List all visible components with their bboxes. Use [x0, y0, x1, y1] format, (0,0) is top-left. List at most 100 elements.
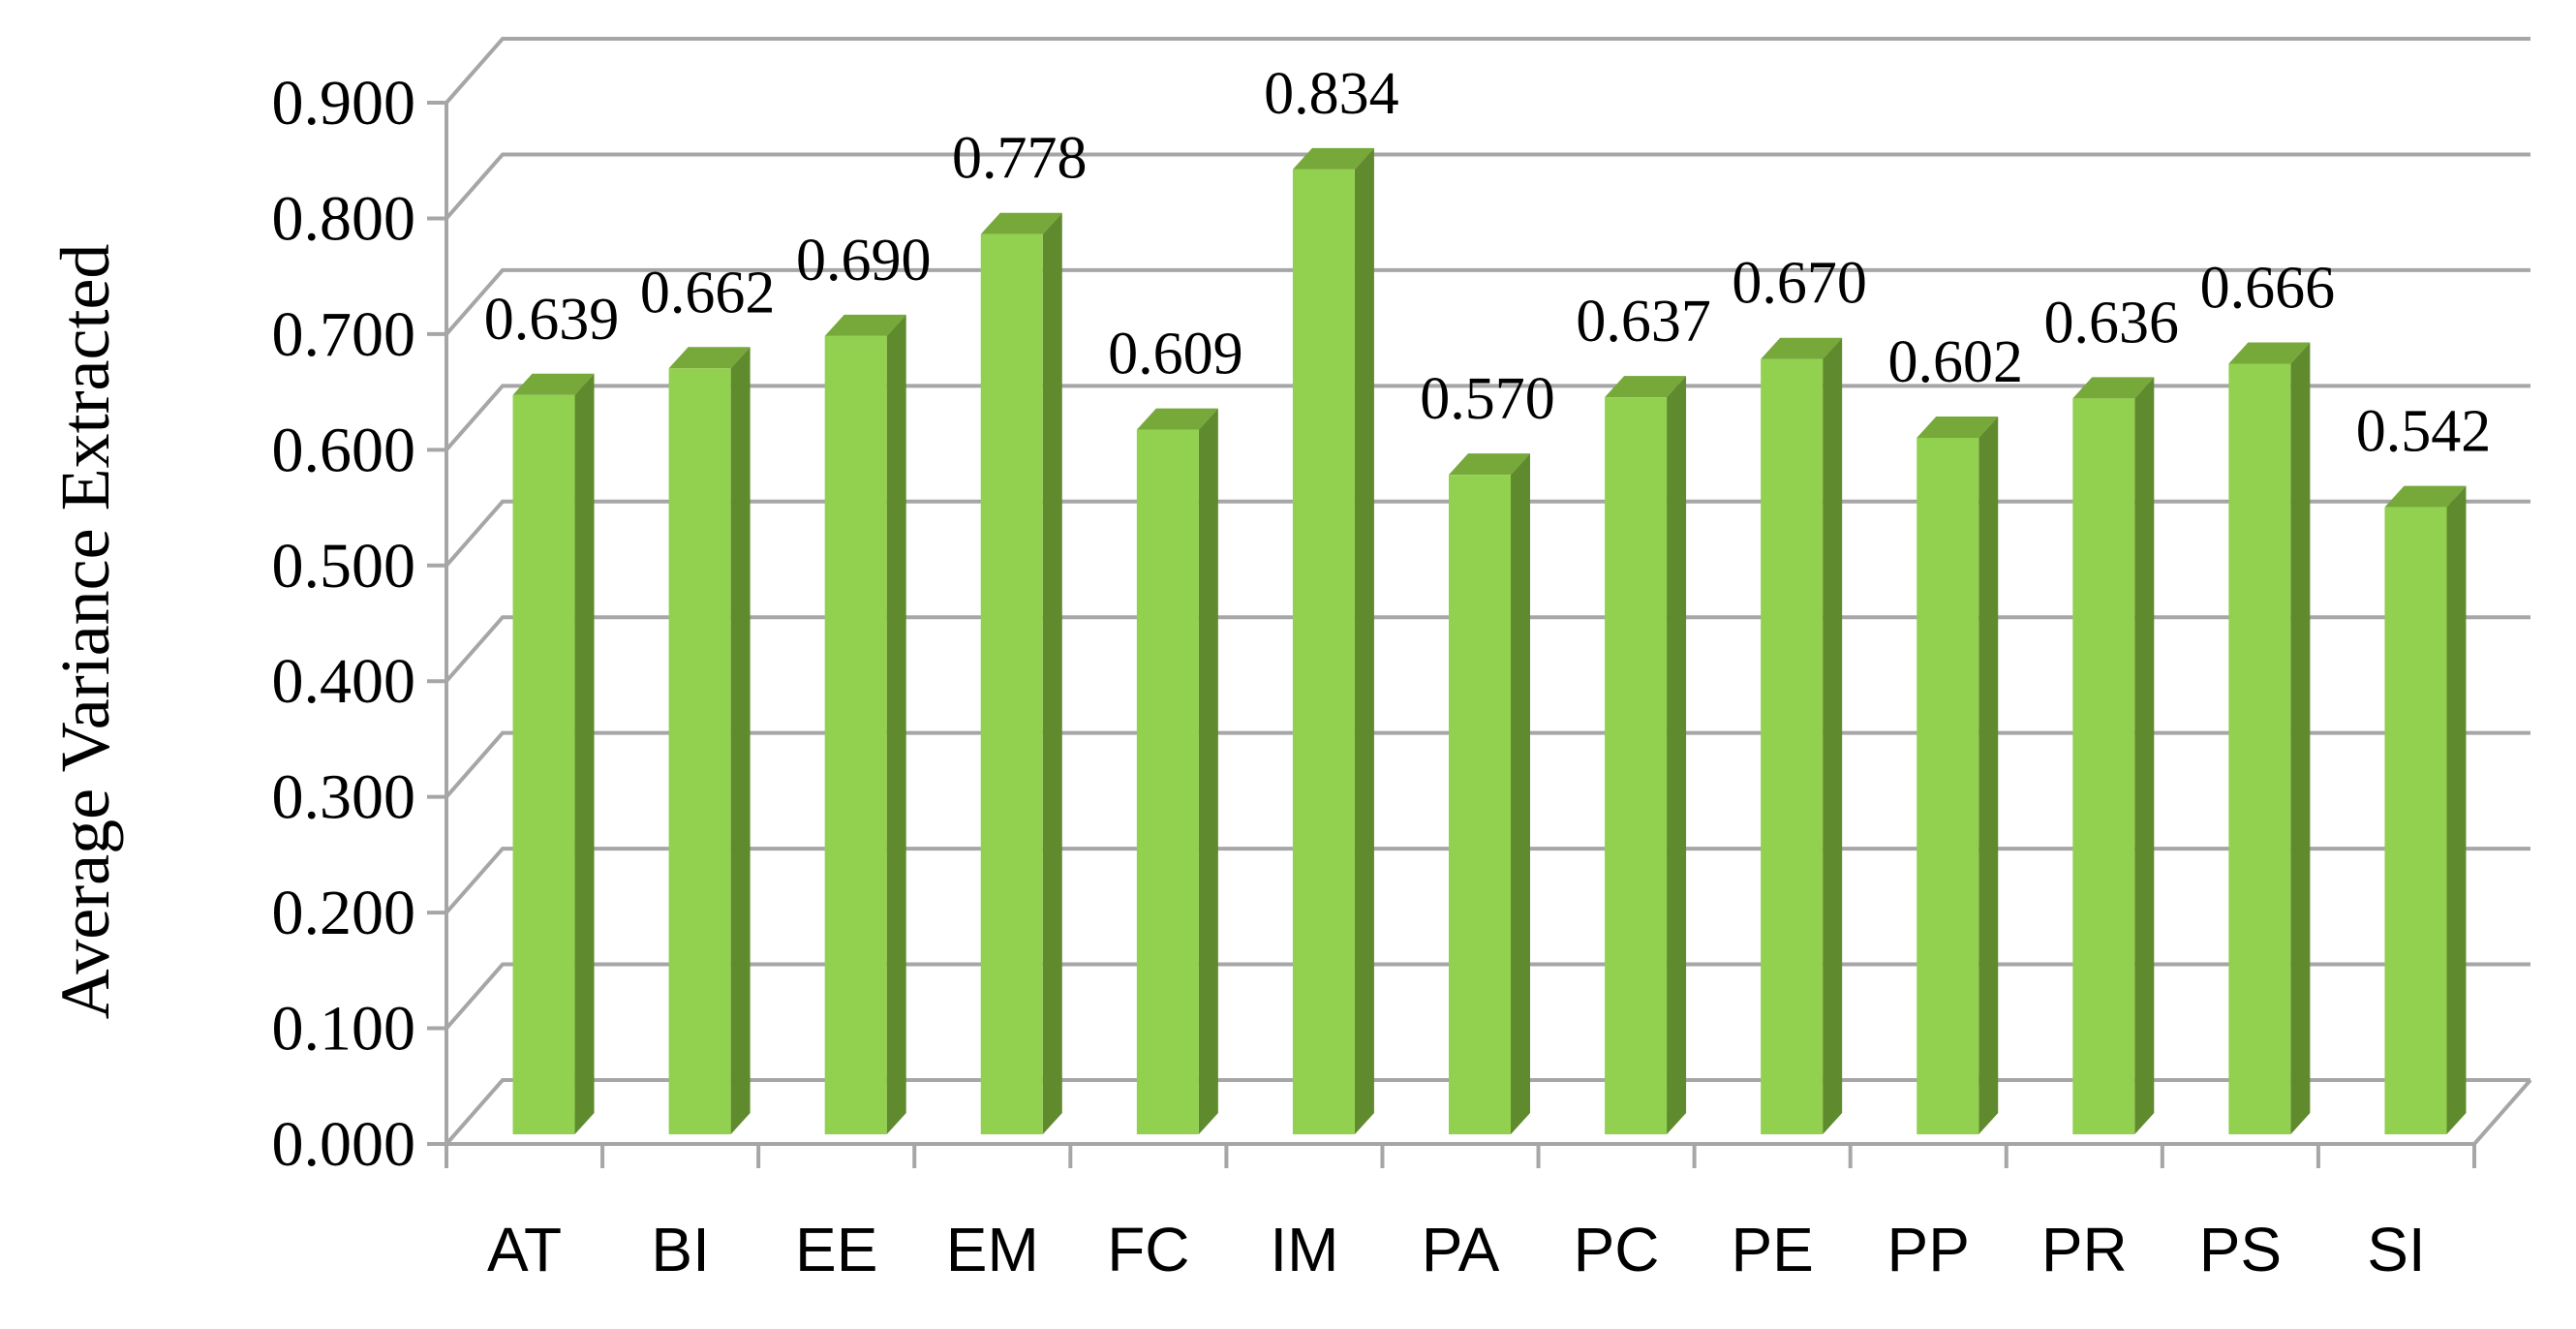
bar-top [2228, 342, 2311, 364]
y-tick-label: 0.000 [272, 1109, 416, 1180]
gridlines [445, 37, 2530, 1146]
bar-pe [1761, 337, 1843, 1134]
value-label: 0.778 [952, 126, 1088, 192]
bar-front [512, 394, 575, 1134]
gridline [445, 384, 2530, 451]
gridline [445, 962, 2530, 1030]
bar-top [980, 212, 1062, 234]
bar-side [1667, 376, 1687, 1134]
x-tick-label: PR [2041, 1215, 2128, 1284]
bar-top [1449, 453, 1530, 476]
y-tick-label: 0.700 [272, 299, 416, 370]
x-tick-label: AT [487, 1215, 562, 1284]
value-label: 0.609 [1108, 322, 1243, 387]
value-label: 0.670 [1732, 251, 1867, 317]
bar-front [2072, 398, 2135, 1134]
bar-front [1917, 437, 1979, 1134]
bar-at [512, 373, 595, 1134]
value-label: 0.662 [640, 260, 776, 325]
value-label: 0.602 [1887, 329, 2023, 395]
bar-top [824, 314, 906, 336]
bar-pa [1449, 453, 1530, 1135]
value-label: 0.666 [2200, 256, 2336, 322]
bar-front [1605, 397, 1668, 1134]
x-tick-label: EE [795, 1215, 877, 1284]
bar-top [668, 347, 751, 369]
bar-im [1292, 147, 1374, 1135]
x-tick-label: BI [651, 1215, 709, 1284]
x-tick-label: PP [1887, 1215, 1970, 1284]
y-tick-label: 0.100 [272, 994, 416, 1065]
gridline [445, 615, 2530, 683]
bar-side [1198, 408, 1218, 1134]
bar-front [824, 335, 887, 1134]
axes [427, 101, 2532, 1168]
value-label: 0.690 [796, 228, 932, 294]
bar-side [2290, 342, 2311, 1134]
value-label: 0.542 [2356, 399, 2492, 465]
bar-front [1761, 358, 1824, 1134]
x-tick-label: EM [946, 1215, 1039, 1284]
bar-pp [1917, 416, 1999, 1134]
gridline [445, 37, 2530, 105]
bar-si [2384, 485, 2467, 1135]
bar-top [1761, 337, 1843, 359]
bar-pr [2072, 377, 2155, 1134]
value-label: 0.834 [1264, 61, 1399, 127]
y-tick-label: 0.800 [272, 183, 416, 254]
y-axis-label: Average Variance Extracted [46, 244, 124, 1020]
bar-front [980, 233, 1043, 1134]
bar-side [2134, 377, 2155, 1134]
x-tick-label: PC [1574, 1215, 1660, 1284]
y-tick-label: 0.900 [272, 68, 416, 139]
bar-side [574, 373, 595, 1134]
x-tick-label: PA [1422, 1215, 1500, 1284]
y-tick-label: 0.500 [272, 531, 416, 602]
bar-top [1136, 408, 1218, 430]
bar-front [2228, 363, 2291, 1134]
bar-fc [1136, 408, 1218, 1134]
bar-top [1917, 416, 1999, 438]
value-label: 0.639 [484, 287, 620, 353]
bar-front [1292, 169, 1355, 1135]
gridline [445, 847, 2530, 914]
y-tick-label: 0.300 [272, 762, 416, 833]
y-tick-label: 0.200 [272, 878, 416, 948]
bar-side [1978, 416, 1999, 1134]
bar-top [2384, 485, 2467, 508]
bar-top [2072, 377, 2155, 399]
bar-front [1449, 475, 1511, 1135]
bar-em [980, 212, 1062, 1134]
bar-bi [668, 347, 751, 1134]
bar-front [668, 368, 731, 1134]
bar-top [1292, 147, 1374, 170]
value-label: 0.637 [1576, 289, 1711, 355]
bar-side [1511, 453, 1530, 1135]
bar-side [1823, 337, 1843, 1134]
value-label: 0.570 [1420, 366, 1555, 432]
bars [512, 147, 2467, 1135]
y-tick-labels: 0.000 0.100 0.200 0.300 0.400 0.500 0.600 0.700… [272, 68, 416, 1180]
value-label: 0.636 [2044, 290, 2180, 355]
value-labels: 0.639 0.662 0.690 0.778 0.609 0.834 0.570 0.637… [484, 61, 2491, 465]
x-tick-label: FC [1107, 1215, 1189, 1284]
bar-side [1354, 147, 1374, 1135]
bar-side [1042, 212, 1062, 1134]
y-tick-label: 0.400 [272, 646, 416, 717]
gridline [445, 267, 2530, 336]
x-tick-label: SI [2367, 1215, 2425, 1284]
bar-front [2384, 507, 2447, 1134]
bar-top [1605, 376, 1687, 398]
bar-front [1136, 429, 1199, 1134]
x-tick-label: IM [1270, 1215, 1338, 1284]
bar-top [512, 373, 595, 395]
bar-side [2446, 485, 2467, 1135]
gridline [445, 730, 2530, 798]
gridline [445, 152, 2530, 220]
gridline [445, 499, 2530, 568]
y-tick-label: 0.600 [272, 415, 416, 485]
bar-ps [2228, 342, 2311, 1134]
x-tick-labels: AT BI EE EM FC IM PA PC PE PP PR PS SI [487, 1215, 2426, 1284]
gridline [445, 1078, 2530, 1146]
x-tick-label: PE [1731, 1215, 1813, 1284]
